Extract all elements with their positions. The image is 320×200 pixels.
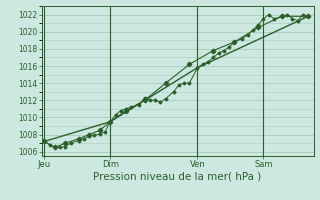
X-axis label: Pression niveau de la mer( hPa ): Pression niveau de la mer( hPa ) [93, 172, 262, 182]
